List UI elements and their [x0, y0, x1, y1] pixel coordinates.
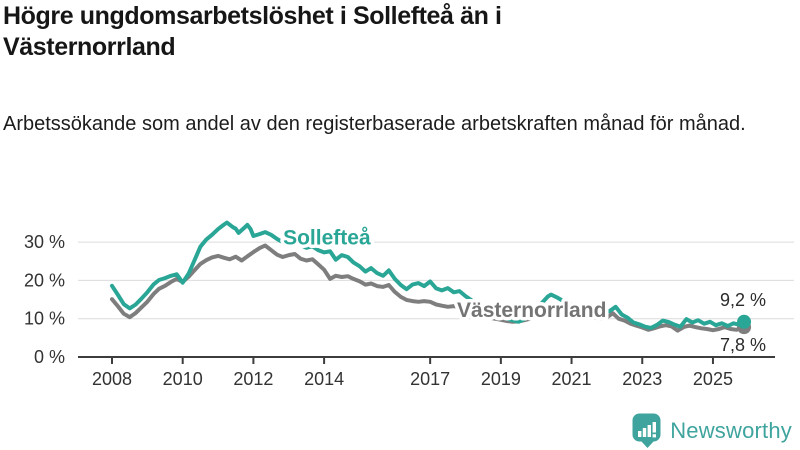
newsworthy-logo-icon: [632, 413, 661, 448]
chart-title: Högre ungdomsarbetslöshet i Sollefteå än…: [3, 2, 502, 61]
x-tick-label-2025: 2025: [693, 369, 733, 389]
end-label-solleftea: 9,2 %: [720, 290, 766, 310]
chart-subtitle: Arbetssökande som andel av den registerb…: [3, 113, 746, 135]
y-tick-label-30: 30 %: [24, 232, 65, 252]
y-tick-label-10: 10 %: [24, 309, 65, 329]
series-label-vasternorrland: Västernorrland: [457, 299, 606, 322]
x-tick-label-2014: 2014: [304, 369, 344, 389]
x-tick-label-2021: 2021: [552, 369, 592, 389]
x-tick-label-2023: 2023: [622, 369, 662, 389]
series-label-solleftea: Sollefteå: [283, 226, 371, 249]
x-tick-label-2019: 2019: [481, 369, 521, 389]
x-tick-label-2010: 2010: [163, 369, 203, 389]
chart: 0 % 10 % 20 % 30 % 2008 2010 2012 2014 2017 2019 2…: [24, 220, 794, 389]
brand-name: Newsworthy: [670, 418, 792, 443]
series-end-dot-solleftea: [737, 314, 752, 329]
series-line-solleftea: [110, 220, 747, 330]
x-tick-label-2012: 2012: [233, 369, 273, 389]
y-tick-label-20: 20 %: [24, 270, 65, 290]
series-line-vasternorrland: [110, 243, 747, 333]
x-tick-label-2017: 2017: [410, 369, 450, 389]
y-tick-label-0: 0 %: [34, 347, 65, 367]
end-label-vasternorrland: 7,8 %: [720, 335, 766, 355]
brand-footer: Newsworthy: [632, 413, 792, 449]
x-tick-label-2008: 2008: [92, 369, 132, 389]
